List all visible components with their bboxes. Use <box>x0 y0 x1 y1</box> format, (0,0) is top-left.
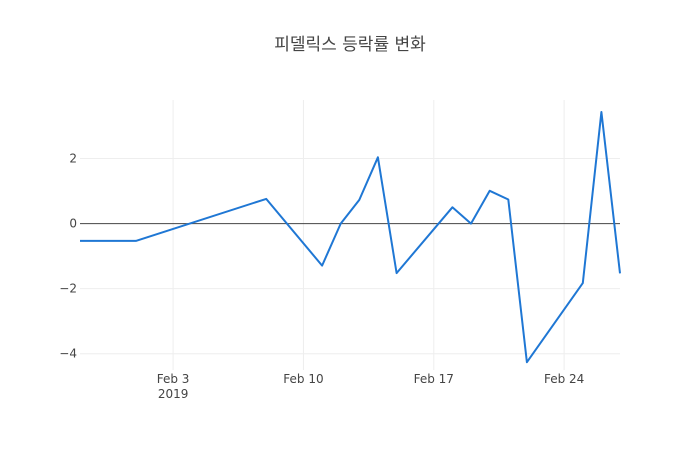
series-line <box>80 111 621 364</box>
series-layer <box>80 111 621 364</box>
grid-lines <box>80 100 620 370</box>
x-tick-label: Feb 3 <box>157 372 190 386</box>
y-tick-label: 0 <box>69 217 77 231</box>
chart-title: 피델릭스 등락률 변화 <box>274 35 426 55</box>
y-tick-label: −2 <box>59 282 77 296</box>
x-tick-label: Feb 24 <box>544 372 584 386</box>
x-tick-label: Feb 17 <box>414 372 454 386</box>
x-tick-label: Feb 10 <box>283 372 323 386</box>
y-tick-label: −4 <box>59 347 77 361</box>
x-tick-sublabel: 2019 <box>158 387 189 401</box>
y-tick-label: 2 <box>69 152 77 166</box>
